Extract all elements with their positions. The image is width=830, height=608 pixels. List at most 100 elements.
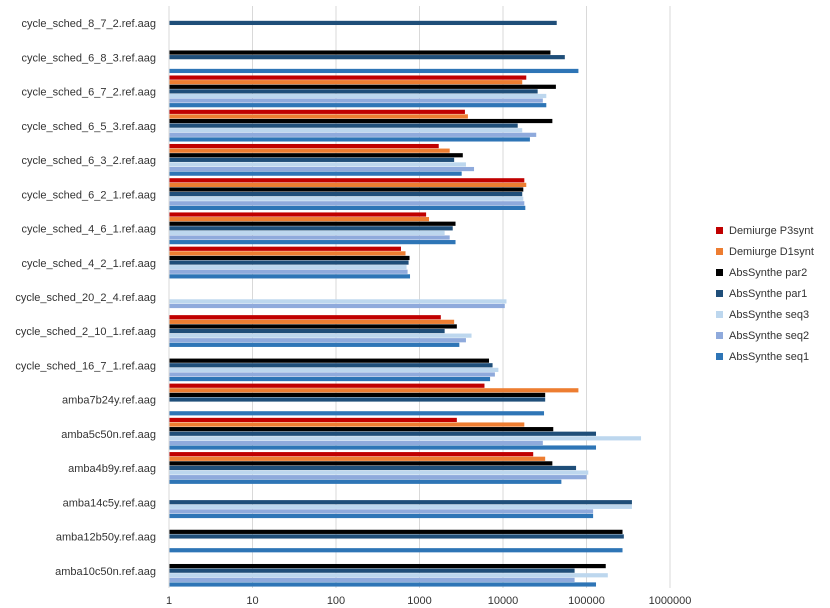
bar-abssynthe-seq2: [169, 509, 594, 514]
legend-swatch: [716, 227, 723, 234]
bar-abssynthe-par1: [169, 260, 409, 265]
bar-abssynthe-par2: [169, 358, 490, 363]
bar-abssynthe-par1: [169, 123, 518, 128]
bar-abssynthe-par2: [169, 392, 546, 398]
category-label: cycle_sched_2_10_1.ref.aag: [15, 326, 156, 338]
bar-demiurge-p3synt: [169, 178, 525, 183]
bar-abssynthe-seq1: [169, 548, 623, 553]
bar-demiurge-p3synt: [169, 383, 485, 388]
category-label: amba7b24y.ref.aag: [62, 395, 156, 407]
bar-abssynthe-par2: [169, 153, 463, 158]
category-label: cycle_sched_6_3_2.ref.aag: [21, 155, 156, 167]
bar-abssynthe-seq2: [169, 303, 505, 309]
legend-item: Demiurge P3synt: [716, 220, 828, 241]
bar-demiurge-p3synt: [169, 109, 465, 114]
bar-abssynthe-par1: [169, 500, 632, 505]
bar-demiurge-p3synt: [169, 315, 441, 320]
category-label: amba4b9y.ref.aag: [68, 463, 156, 475]
legend-item: AbsSynthe seq1: [716, 346, 828, 367]
x-axis-ticks: 1 10 100 1000 10000 100000 1000000: [166, 595, 691, 607]
bar-abssynthe-seq1: [169, 513, 594, 519]
bar-abssynthe-par1: [169, 89, 538, 94]
bar-demiurge-d1synt: [169, 319, 455, 324]
legend-label: Demiurge P3synt: [729, 224, 814, 237]
legend-item: AbsSynthe par1: [716, 283, 828, 304]
bar-abssynthe-seq3: [169, 128, 523, 133]
bar-abssynthe-seq3: [169, 573, 608, 578]
bar-abssynthe-seq2: [169, 577, 575, 582]
legend-swatch: [716, 269, 723, 276]
bar-abssynthe-par1: [169, 568, 575, 573]
bar-abssynthe-par2: [169, 461, 553, 466]
bar-abssynthe-seq3: [169, 230, 445, 236]
category-label: cycle_sched_6_2_1.ref.aag: [21, 189, 156, 201]
legend-item: AbsSynthe par2: [716, 262, 828, 283]
legend-item: AbsSynthe seq2: [716, 325, 828, 346]
category-label: cycle_sched_6_5_3.ref.aag: [21, 121, 156, 133]
legend-swatch: [716, 332, 723, 339]
bar-abssynthe-seq3: [169, 367, 499, 372]
bar-abssynthe-par1: [169, 226, 453, 231]
legend-label: AbsSynthe par2: [729, 266, 808, 279]
bar-demiurge-d1synt: [169, 80, 523, 85]
bar-demiurge-d1synt: [169, 456, 546, 461]
bar-abssynthe-seq1: [169, 342, 460, 347]
bar-abssynthe-seq1: [169, 171, 462, 176]
bar-demiurge-d1synt: [169, 251, 406, 256]
x-tick-label: 1000: [407, 595, 431, 607]
bar-abssynthe-par1: [169, 363, 493, 368]
bar-series-group: [169, 20, 642, 587]
bar-abssynthe-seq2: [169, 98, 543, 103]
bar-abssynthe-par1: [169, 431, 597, 436]
bar-demiurge-d1synt: [169, 182, 527, 187]
bar-abssynthe-seq1: [169, 445, 597, 450]
category-label: amba12b50y.ref.aag: [56, 532, 156, 544]
bar-abssynthe-seq2: [169, 475, 587, 480]
bar-abssynthe-seq1: [169, 103, 547, 108]
bar-demiurge-d1synt: [169, 148, 450, 153]
bar-abssynthe-seq2: [169, 440, 543, 446]
bar-abssynthe-seq3: [169, 299, 507, 304]
category-label: cycle_sched_4_6_1.ref.aag: [21, 224, 156, 236]
bar-demiurge-d1synt: [169, 114, 468, 119]
x-tick-label: 10000: [488, 595, 519, 607]
bar-abssynthe-seq1: [169, 411, 545, 416]
bar-abssynthe-seq2: [169, 201, 525, 206]
bar-abssynthe-seq3: [169, 93, 547, 99]
legend-swatch: [716, 353, 723, 360]
bar-abssynthe-par2: [169, 255, 410, 261]
bar-abssynthe-par2: [169, 324, 457, 329]
bar-abssynthe-seq1: [169, 274, 411, 279]
bar-abssynthe-seq3: [169, 265, 407, 270]
bar-demiurge-p3synt: [169, 246, 401, 251]
bar-abssynthe-par2: [169, 221, 456, 226]
bar-demiurge-d1synt: [169, 422, 525, 427]
bar-abssynthe-par1: [169, 465, 577, 471]
bar-abssynthe-par2: [169, 427, 554, 432]
bar-demiurge-p3synt: [169, 452, 534, 457]
bar-abssynthe-par2: [169, 563, 606, 569]
legend-label: Demiurge D1synt: [729, 245, 814, 258]
bar-abssynthe-seq2: [169, 269, 408, 274]
bar-abssynthe-seq3: [169, 162, 466, 167]
legend-swatch: [716, 248, 723, 255]
bar-abssynthe-par1: [169, 20, 557, 26]
category-label: amba5c50n.ref.aag: [61, 429, 156, 441]
x-tick-label: 10: [246, 595, 258, 607]
bar-abssynthe-par2: [169, 529, 623, 534]
bar-abssynthe-par1: [169, 397, 546, 402]
legend-swatch: [716, 311, 723, 318]
bar-demiurge-d1synt: [169, 217, 430, 222]
bar-abssynthe-seq3: [169, 504, 632, 509]
x-tick-label: 100000: [568, 595, 605, 607]
bar-demiurge-p3synt: [169, 143, 439, 149]
bar-demiurge-p3synt: [169, 212, 427, 217]
bar-abssynthe-par1: [169, 55, 565, 60]
category-label: cycle_sched_6_7_2.ref.aag: [21, 87, 156, 99]
bar-abssynthe-seq1: [169, 479, 562, 484]
bar-abssynthe-seq2: [169, 372, 495, 377]
legend-item: Demiurge D1synt: [716, 241, 828, 262]
bar-abssynthe-seq1: [169, 582, 597, 587]
bar-abssynthe-par1: [169, 157, 455, 162]
category-labels: cycle_sched_8_7_2.ref.aag cycle_sched_6_8…: [15, 18, 156, 578]
